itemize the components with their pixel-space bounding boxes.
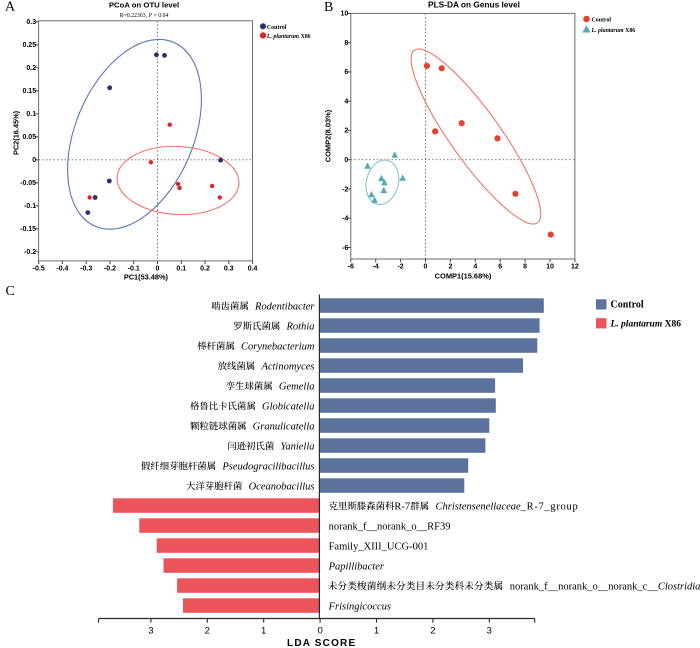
svg-text:Rodentibacter: Rodentibacter (254, 301, 315, 312)
svg-text:Oceanobacillus: Oceanobacillus (249, 481, 315, 492)
svg-text:0.25: 0.25 (22, 42, 36, 49)
svg-text:Control: Control (267, 25, 287, 31)
svg-text:0.15: 0.15 (22, 88, 36, 95)
svg-text:Globicatella: Globicatella (262, 401, 315, 412)
svg-text:3: 3 (148, 626, 153, 637)
svg-text:Control: Control (592, 18, 612, 24)
svg-text:Family_XIII_UCG-001: Family_XIII_UCG-001 (329, 541, 429, 552)
svg-text:B: B (324, 0, 333, 15)
svg-text:-6: -6 (348, 263, 354, 270)
svg-text:-0.2: -0.2 (24, 249, 36, 256)
svg-text:-0.05: -0.05 (20, 180, 36, 187)
svg-text:PLS-DA on Genus level: PLS-DA on Genus level (428, 0, 520, 10)
svg-text:Christensenellaceae_R-7_group: Christensenellaceae_R-7_group (436, 501, 579, 512)
svg-text:8: 8 (344, 40, 348, 47)
svg-text:-0.1: -0.1 (128, 266, 140, 273)
svg-text:4: 4 (344, 99, 348, 106)
svg-text:L. plantarum X86: L. plantarum X86 (610, 319, 682, 329)
svg-text:Yaniella: Yaniella (280, 441, 314, 452)
svg-text:2: 2 (448, 263, 452, 270)
svg-text:Papillibacter: Papillibacter (328, 561, 385, 572)
svg-text:6: 6 (498, 263, 502, 270)
svg-text:-4: -4 (342, 216, 348, 223)
svg-text:2: 2 (430, 626, 435, 637)
svg-text:3: 3 (487, 626, 492, 637)
svg-text:PC2(16.45%): PC2(16.45%) (11, 110, 20, 155)
svg-text:-6: -6 (342, 245, 348, 252)
svg-text:COMP2(8.03%): COMP2(8.03%) (323, 109, 332, 162)
svg-text:Rothia: Rothia (286, 321, 315, 332)
svg-text:-0.2: -0.2 (104, 266, 116, 273)
svg-text:L. plantarum X86: L. plantarum X86 (266, 34, 311, 40)
svg-text:0.3: 0.3 (224, 266, 234, 273)
svg-text:0.4: 0.4 (248, 266, 258, 273)
svg-text:PCoA on OTU level: PCoA on OTU level (109, 0, 179, 9)
svg-text:-0.3: -0.3 (80, 266, 92, 273)
svg-text:0.05: 0.05 (22, 134, 36, 141)
svg-text:10: 10 (546, 263, 554, 270)
svg-text:-4: -4 (373, 263, 379, 270)
svg-text:C: C (6, 284, 15, 299)
svg-text:Control: Control (611, 300, 644, 311)
svg-text:A: A (5, 0, 16, 14)
svg-text:LDA SCORE: LDA SCORE (287, 638, 356, 648)
svg-text:COMP1(15.68%): COMP1(15.68%) (435, 271, 492, 280)
svg-text:-2: -2 (342, 186, 348, 193)
svg-text:norank_f__norank_o__RF39: norank_f__norank_o__RF39 (329, 521, 451, 532)
svg-text:0: 0 (32, 157, 36, 164)
svg-text:Granulicatella: Granulicatella (253, 421, 315, 432)
svg-text:R=0.22303, P = 0.04: R=0.22303, P = 0.04 (120, 13, 169, 19)
svg-text:0.1: 0.1 (176, 266, 186, 273)
svg-text:2: 2 (344, 128, 348, 135)
svg-text:Gemella: Gemella (279, 381, 315, 392)
svg-text:0.1: 0.1 (26, 111, 36, 118)
svg-text:L. plantarum X86: L. plantarum X86 (591, 28, 636, 34)
svg-text:PC1(53.48%): PC1(53.48%) (124, 273, 169, 282)
svg-text:0: 0 (317, 626, 322, 637)
svg-text:8: 8 (523, 263, 527, 270)
svg-text:R-7: R-7 (394, 501, 410, 512)
svg-text:0: 0 (156, 266, 160, 273)
svg-text:4: 4 (473, 263, 477, 270)
svg-text:0.2: 0.2 (26, 65, 36, 72)
svg-text:-0.1: -0.1 (24, 203, 36, 210)
svg-text:0: 0 (424, 263, 428, 270)
svg-text:6: 6 (344, 69, 348, 76)
svg-text:norank_f__norank_o__norank_c__: norank_f__norank_o__norank_c__Clostridia (510, 581, 700, 592)
svg-text:0.2: 0.2 (200, 266, 210, 273)
svg-text:-2: -2 (397, 263, 403, 270)
svg-text:Corynebacterium: Corynebacterium (241, 341, 315, 352)
svg-text:Pseudogracilibacillus: Pseudogracilibacillus (221, 461, 314, 472)
svg-text:Actinomyces: Actinomyces (260, 361, 314, 372)
svg-text:0: 0 (344, 157, 348, 164)
svg-text:12: 12 (571, 263, 579, 270)
svg-text:-0.5: -0.5 (33, 266, 45, 273)
svg-text:Frisingicoccus: Frisingicoccus (328, 601, 391, 612)
svg-text:10: 10 (341, 11, 349, 18)
svg-text:2: 2 (205, 626, 210, 637)
svg-text:-0.4: -0.4 (56, 266, 68, 273)
svg-text:0.3: 0.3 (26, 19, 36, 26)
svg-text:-0.15: -0.15 (20, 226, 36, 233)
svg-text:1: 1 (261, 626, 266, 637)
svg-text:1: 1 (374, 626, 379, 637)
